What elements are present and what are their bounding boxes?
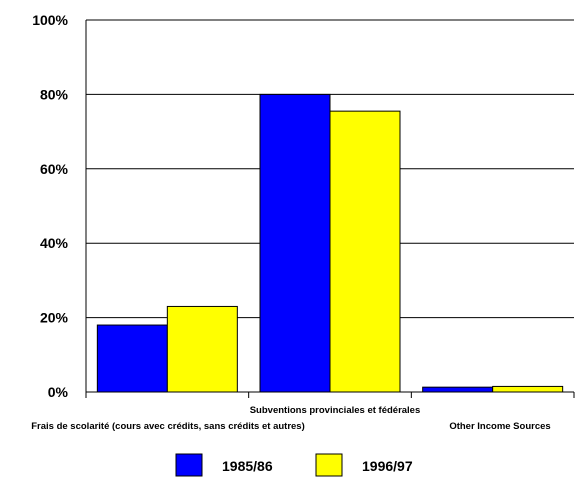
category-label: Frais de scolarité (cours avec crédits, … <box>31 421 305 432</box>
legend-swatch <box>315 453 343 477</box>
bar-1985/86-2 <box>422 386 494 393</box>
legend: 1985/86 1996/97 <box>175 453 413 477</box>
y-tick-label: 40% <box>40 235 69 251</box>
y-tick-label: 20% <box>40 310 69 326</box>
x-axis-tick-marks <box>85 392 575 398</box>
y-tick-label: 60% <box>40 161 69 177</box>
y-tick-label: 80% <box>40 86 69 102</box>
legend-swatch <box>175 453 203 477</box>
y-tick-label: 0% <box>48 384 69 400</box>
bar-1985/86-1 <box>259 93 331 393</box>
category-labels: Frais de scolarité (cours avec crédits, … <box>31 405 550 432</box>
category-label: Other Income Sources <box>449 421 550 432</box>
y-axis-tick-labels: 0% 20% 40% 60% 80% 100% <box>32 12 68 400</box>
legend-label: 1996/97 <box>362 458 413 474</box>
bar-1996/97-0 <box>166 305 238 393</box>
bar-1996/97-1 <box>329 110 401 393</box>
bar-1996/97-2 <box>492 385 564 393</box>
bar-1985/86-0 <box>96 324 168 393</box>
legend-label: 1985/86 <box>222 458 273 474</box>
y-tick-label: 100% <box>32 12 68 28</box>
bars <box>96 93 564 393</box>
category-label: Subventions provinciales et fédérales <box>250 405 421 416</box>
